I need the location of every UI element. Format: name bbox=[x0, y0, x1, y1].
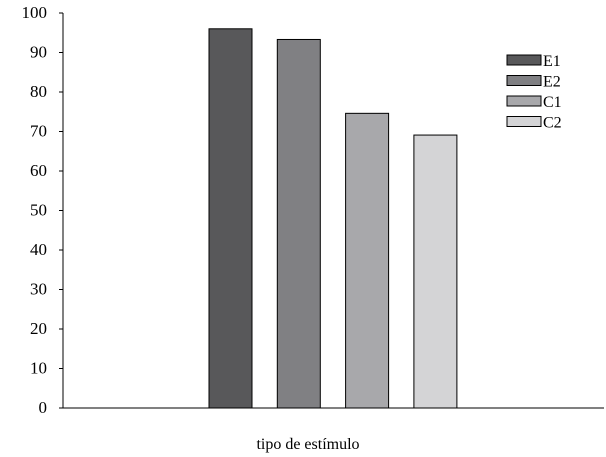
legend: E1 E2 C1 C2 bbox=[506, 53, 562, 132]
legend-label-e1: E1 bbox=[543, 53, 561, 70]
legend-swatch-c1 bbox=[506, 95, 542, 107]
legend-swatch-e2 bbox=[506, 75, 542, 86]
legend-label-e2: E2 bbox=[543, 74, 561, 91]
bar-e1 bbox=[208, 28, 253, 409]
legend-label-c2: C2 bbox=[543, 115, 562, 132]
bars-group bbox=[208, 28, 458, 409]
y-tick-label: 60 bbox=[30, 161, 47, 180]
bar-c2 bbox=[413, 134, 458, 409]
y-tick-label: 0 bbox=[39, 398, 48, 417]
bar-c1 bbox=[345, 112, 390, 409]
legend-swatch-c2 bbox=[506, 116, 542, 127]
legend-label-c1: C1 bbox=[543, 94, 562, 111]
y-tick-label: 50 bbox=[30, 201, 47, 220]
bar-e2 bbox=[276, 38, 321, 409]
y-tick-label: 80 bbox=[30, 82, 47, 101]
x-axis-label: tipo de estímulo bbox=[256, 436, 359, 453]
y-tick-label: 90 bbox=[30, 43, 47, 62]
y-tick-label: 20 bbox=[30, 319, 47, 338]
y-tick-label: 70 bbox=[30, 122, 47, 141]
legend-swatch-e1 bbox=[506, 54, 542, 66]
y-tick-label: 40 bbox=[30, 240, 47, 259]
y-axis-ticks: 0 10 20 30 40 50 60 70 80 90 100 bbox=[22, 3, 63, 417]
y-tick-label: 30 bbox=[30, 280, 47, 299]
y-tick-label: 100 bbox=[22, 3, 48, 22]
y-tick-label: 10 bbox=[30, 359, 47, 378]
